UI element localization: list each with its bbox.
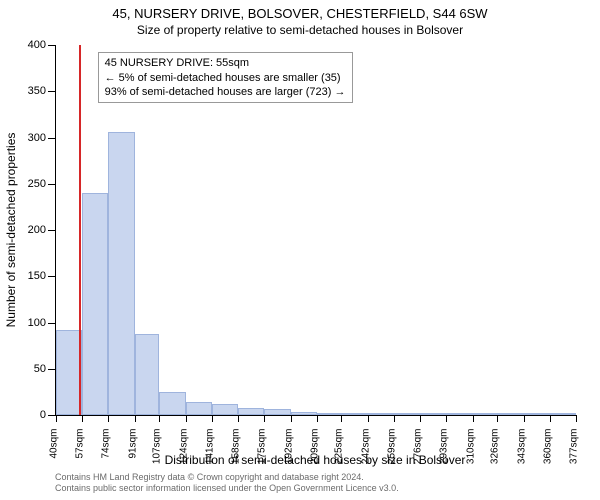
x-tick-label: 326sqm — [490, 429, 501, 465]
histogram-bar — [186, 402, 212, 415]
x-tick-label: 377sqm — [569, 429, 580, 465]
x-tick-label: 107sqm — [152, 429, 163, 465]
histogram-bar — [524, 413, 550, 415]
y-tick — [48, 415, 56, 416]
histogram-bar — [264, 409, 290, 415]
x-tick-label: 74sqm — [101, 429, 112, 459]
y-tick-label: 300 — [28, 132, 46, 144]
x-tick — [82, 415, 83, 422]
x-tick — [135, 415, 136, 422]
y-tick — [48, 91, 56, 92]
x-tick — [550, 415, 551, 422]
x-axis-label: Distribution of semi-detached houses by … — [165, 453, 466, 467]
x-tick — [291, 415, 292, 422]
histogram-bar — [420, 413, 446, 415]
y-tick-label: 0 — [40, 409, 46, 421]
histogram-bar — [497, 413, 523, 415]
chart-area: 05010015020025030035040040sqm57sqm74sqm9… — [55, 45, 575, 415]
histogram-plot: 05010015020025030035040040sqm57sqm74sqm9… — [55, 45, 576, 416]
y-tick-label: 50 — [34, 363, 46, 375]
x-tick — [420, 415, 421, 422]
x-tick — [446, 415, 447, 422]
histogram-bar — [341, 413, 367, 415]
histogram-bar — [446, 413, 472, 415]
y-tick — [48, 323, 56, 324]
x-tick — [576, 415, 577, 422]
y-tick-label: 350 — [28, 85, 46, 97]
annotation-line: 45 NURSERY DRIVE: 55sqm — [105, 56, 346, 70]
x-tick-label: 360sqm — [542, 429, 553, 465]
x-tick — [108, 415, 109, 422]
y-tick — [48, 45, 56, 46]
y-tick — [48, 369, 56, 370]
annotation-line: ← 5% of semi-detached houses are smaller… — [105, 71, 346, 85]
histogram-bar — [317, 413, 342, 415]
x-tick — [341, 415, 342, 422]
x-tick — [524, 415, 525, 422]
x-tick-label: 310sqm — [465, 429, 476, 465]
y-tick — [48, 276, 56, 277]
annotation-line: 93% of semi-detached houses are larger (… — [105, 85, 346, 99]
y-tick — [48, 138, 56, 139]
x-tick — [497, 415, 498, 422]
y-tick-label: 250 — [28, 178, 46, 190]
x-tick — [317, 415, 318, 422]
chart-subtitle: Size of property relative to semi-detach… — [0, 21, 600, 37]
histogram-bar — [238, 408, 264, 415]
x-tick — [186, 415, 187, 422]
footer-line: Contains HM Land Registry data © Crown c… — [55, 472, 399, 483]
histogram-bar — [291, 412, 317, 415]
histogram-bar — [212, 404, 238, 415]
histogram-bar — [108, 132, 134, 415]
x-tick — [473, 415, 474, 422]
x-tick — [264, 415, 265, 422]
x-tick — [212, 415, 213, 422]
y-tick-label: 100 — [28, 317, 46, 329]
histogram-bar — [394, 413, 420, 415]
histogram-bar — [82, 193, 108, 415]
x-tick-label: 57sqm — [75, 429, 86, 459]
y-axis-label: Number of semi-detached properties — [4, 133, 18, 328]
histogram-bar — [473, 413, 498, 415]
histogram-bar — [368, 413, 394, 415]
x-tick — [159, 415, 160, 422]
histogram-bar — [159, 392, 185, 415]
x-tick — [368, 415, 369, 422]
footer-line: Contains public sector information licen… — [55, 483, 399, 494]
x-tick — [394, 415, 395, 422]
footer-attribution: Contains HM Land Registry data © Crown c… — [55, 472, 399, 495]
y-tick — [48, 230, 56, 231]
y-tick-label: 200 — [28, 224, 46, 236]
x-tick — [238, 415, 239, 422]
x-tick — [56, 415, 57, 422]
histogram-bar — [550, 413, 576, 415]
histogram-bar — [135, 334, 160, 415]
y-tick-label: 150 — [28, 270, 46, 282]
annotation-box: 45 NURSERY DRIVE: 55sqm ← 5% of semi-det… — [98, 52, 353, 103]
page-title: 45, NURSERY DRIVE, BOLSOVER, CHESTERFIEL… — [0, 0, 600, 21]
x-tick-label: 91sqm — [127, 429, 138, 459]
x-tick-label: 343sqm — [516, 429, 527, 465]
marker-line — [79, 45, 81, 415]
x-tick-label: 40sqm — [49, 429, 60, 459]
y-tick — [48, 184, 56, 185]
y-tick-label: 400 — [28, 39, 46, 51]
